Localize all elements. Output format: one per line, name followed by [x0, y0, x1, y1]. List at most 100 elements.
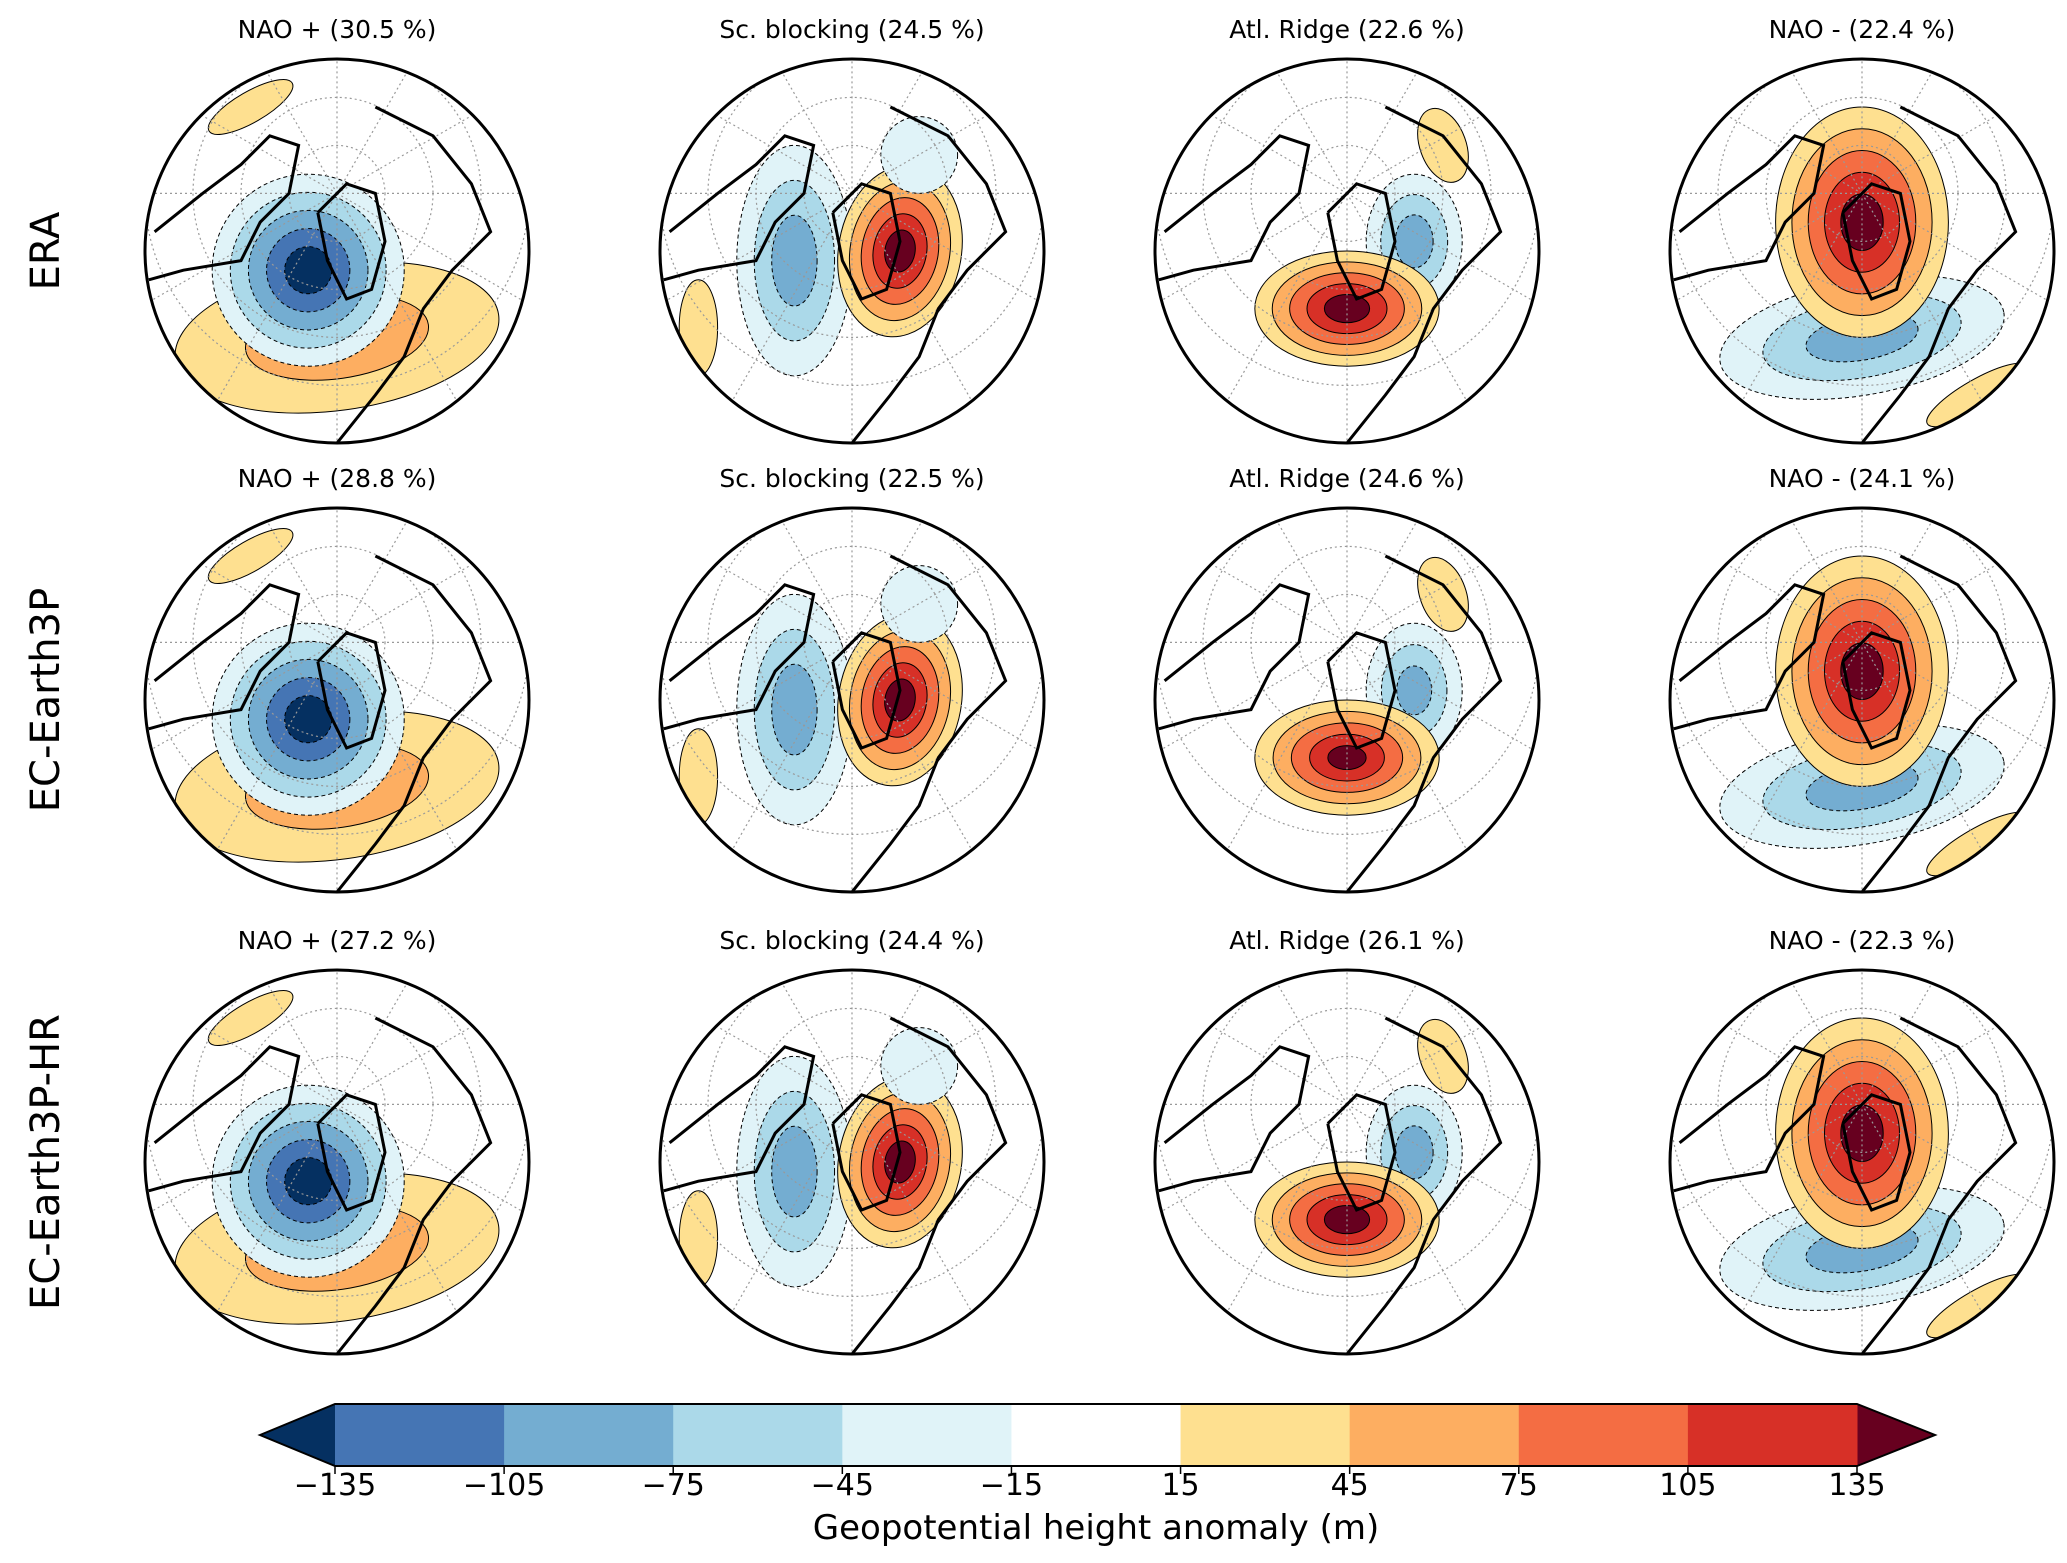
- longitude-line: [1861, 193, 2054, 443]
- latitude-line: [1202, 508, 1492, 788]
- polar-map-panel: [1668, 57, 2056, 445]
- polar-map-panel: [143, 57, 531, 445]
- coastline-greenland: [1326, 1093, 1397, 1212]
- anomaly-contour: [880, 1027, 959, 1105]
- colorbar-tick-label: 45: [1330, 1468, 1369, 1503]
- row-label-ec-earth3p: EC-Earth3P: [23, 587, 69, 813]
- colorbar-under-extension: [260, 1404, 335, 1466]
- anomaly-contour: [1417, 107, 1469, 183]
- anomaly-contour: [207, 990, 294, 1046]
- longitude-line: [336, 1104, 529, 1354]
- latitude-line: [1202, 970, 1492, 1250]
- latitude-line: [1717, 970, 2007, 1250]
- map-boundary: [143, 57, 531, 445]
- colorbar-segment: [1180, 1404, 1351, 1466]
- polar-map-panel: [1668, 506, 2056, 894]
- longitude-line: [851, 193, 1044, 443]
- colorbar-tick-label: −135: [293, 1468, 377, 1503]
- colorbar: [257, 1403, 1938, 1474]
- map-boundary: [658, 968, 1046, 1356]
- coastline-eurasia-africa: [1345, 1016, 1503, 1354]
- map-boundary: [1153, 57, 1541, 445]
- longitude-line: [851, 1104, 1044, 1354]
- panel-title: Atl. Ridge (24.6 %): [1229, 464, 1465, 493]
- polar-map-panel: [1668, 968, 2056, 1356]
- map-boundary: [658, 57, 1046, 445]
- map-boundary: [1668, 506, 2056, 894]
- panel-title: NAO + (27.2 %): [237, 926, 437, 955]
- map-boundary: [1668, 968, 2056, 1356]
- anomaly-contour: [1417, 556, 1469, 632]
- longitude-line: [1346, 193, 1539, 443]
- longitude-line: [336, 642, 529, 892]
- coastline-greenland: [831, 182, 902, 301]
- coastline-eurasia-africa: [1860, 105, 2018, 443]
- longitude-line: [1155, 1103, 1348, 1297]
- longitude-line: [336, 193, 529, 443]
- colorbar-tick-label: −75: [641, 1468, 705, 1503]
- anomaly-contour: [207, 79, 294, 135]
- longitude-line: [145, 1104, 338, 1354]
- coastline-north-america: [148, 583, 301, 731]
- polar-map-panel: [143, 506, 531, 894]
- coastline-greenland: [1841, 631, 1912, 750]
- anomaly-contour: [1394, 214, 1434, 269]
- panel-title: Sc. blocking (24.4 %): [719, 926, 985, 955]
- latitude-line: [1717, 59, 2007, 338]
- longitude-line: [660, 1103, 853, 1297]
- coastline-eurasia-africa: [1860, 1016, 2018, 1354]
- coastline-eurasia-africa: [335, 105, 493, 443]
- longitude-line: [1346, 641, 1539, 835]
- longitude-line: [145, 641, 338, 835]
- anomaly-contour: [771, 663, 818, 756]
- coastline-north-america: [1158, 1045, 1311, 1193]
- longitude-line: [336, 1103, 529, 1297]
- latitude-line: [707, 59, 997, 338]
- panel-title: Atl. Ridge (22.6 %): [1229, 15, 1465, 44]
- coastline-north-america: [1673, 134, 1826, 282]
- longitude-line: [1346, 642, 1539, 892]
- anomaly-contour: [884, 678, 916, 722]
- colorbar-segment: [504, 1404, 674, 1466]
- longitude-line: [660, 192, 853, 386]
- coastline-greenland: [831, 1093, 902, 1212]
- longitude-line: [1346, 192, 1539, 386]
- coastline-eurasia-africa: [335, 554, 493, 892]
- anomaly-contour: [880, 116, 959, 194]
- longitude-line: [1670, 1104, 1863, 1354]
- colorbar-segment: [335, 1404, 505, 1466]
- longitude-line: [145, 1103, 338, 1297]
- anomaly-contour: [884, 1140, 916, 1184]
- coastline-north-america: [1158, 583, 1311, 731]
- colorbar-label: Geopotential height anomaly (m): [812, 1508, 1380, 1548]
- coastline-north-america: [663, 1045, 816, 1193]
- panel-title: NAO + (28.8 %): [237, 464, 437, 493]
- polar-map-panel: [1153, 968, 1541, 1356]
- longitude-line: [1155, 642, 1348, 892]
- longitude-line: [1155, 641, 1348, 835]
- polar-map-panel: [1153, 57, 1541, 445]
- longitude-line: [1861, 642, 2054, 892]
- row-label-era: ERA: [23, 211, 69, 291]
- polar-map-panel: [658, 57, 1046, 445]
- anomaly-contour: [1396, 665, 1433, 716]
- anomaly-contour: [207, 528, 294, 584]
- colorbar-segment: [1011, 1404, 1182, 1466]
- colorbar-tick-label: 75: [1499, 1468, 1538, 1503]
- colorbar-tick-label: 135: [1828, 1468, 1886, 1503]
- longitude-line: [1670, 641, 1863, 835]
- panel-title: NAO - (22.4 %): [1768, 15, 1956, 44]
- panel-title: Sc. blocking (22.5 %): [719, 464, 985, 493]
- colorbar-tick-label: −45: [810, 1468, 874, 1503]
- longitude-line: [1155, 193, 1348, 443]
- panel-title: Atl. Ridge (26.1 %): [1229, 926, 1465, 955]
- longitude-line: [1670, 192, 1863, 386]
- colorbar-tick-label: 105: [1659, 1468, 1717, 1503]
- latitude-line: [1202, 59, 1492, 338]
- longitude-line: [851, 192, 1044, 386]
- coastline-greenland: [1326, 631, 1397, 750]
- colorbar-segment: [1518, 1404, 1689, 1466]
- longitude-line: [660, 641, 853, 835]
